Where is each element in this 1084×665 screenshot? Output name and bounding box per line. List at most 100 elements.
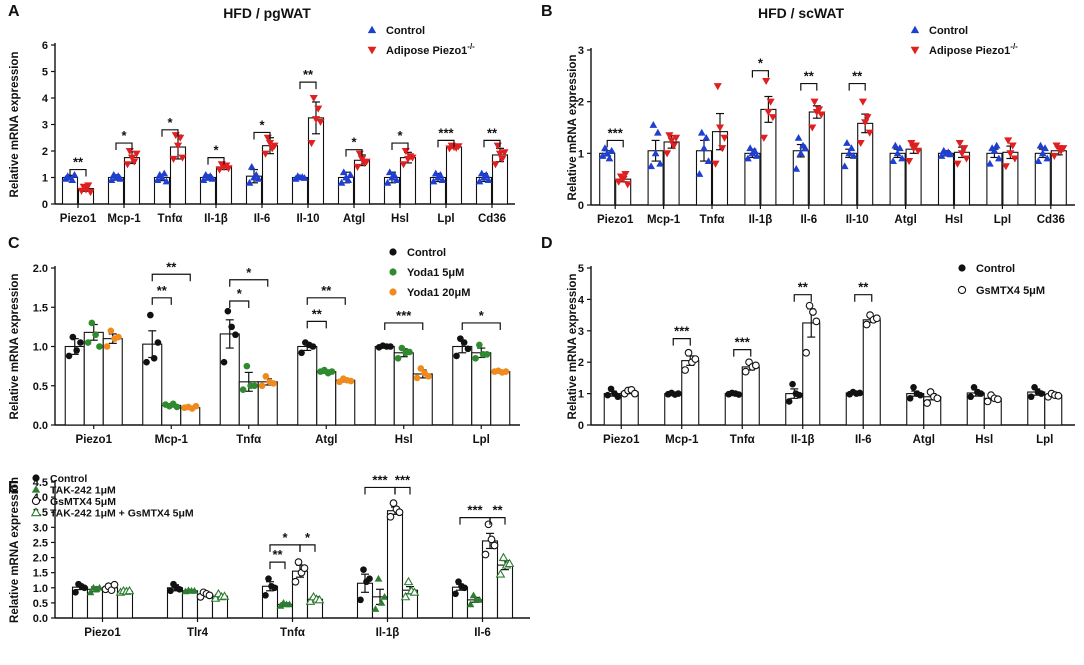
sig-bracket <box>253 131 271 140</box>
data-point <box>199 176 208 184</box>
y-tick-label: 3 <box>578 326 584 338</box>
bar <box>316 371 337 426</box>
panel-letter: B <box>541 3 553 20</box>
legend-marker <box>367 25 377 34</box>
sig-label: *** <box>372 472 388 487</box>
data-point <box>815 106 824 114</box>
data-point <box>167 587 174 595</box>
data-point <box>845 149 854 157</box>
bar <box>297 345 318 426</box>
x-tick-label: Hsl <box>395 434 413 446</box>
data-point <box>893 149 902 157</box>
y-tick-label: 4 <box>42 93 49 105</box>
sig-bracket <box>229 279 269 287</box>
bar <box>802 322 821 426</box>
legend-label: GsMTX4 5μM <box>50 496 116 508</box>
sig-bracket <box>391 142 409 151</box>
data-point <box>1004 137 1013 145</box>
x-tick-label: Tnfα <box>280 627 305 639</box>
data-point <box>300 564 309 572</box>
data-point <box>967 393 974 401</box>
data-point <box>962 155 971 163</box>
legend-superscript: -/- <box>467 42 475 51</box>
data-point <box>413 374 421 382</box>
data-point <box>805 301 814 310</box>
data-point <box>1036 141 1045 149</box>
bar <box>386 510 404 619</box>
sig-bracket <box>299 81 317 90</box>
data-point <box>386 512 395 521</box>
data-point <box>792 164 801 172</box>
sig-label: *** <box>674 324 690 339</box>
data-point <box>400 591 411 601</box>
data-point <box>173 403 181 411</box>
data-point <box>856 139 865 148</box>
data-point <box>265 140 275 148</box>
bar <box>862 319 881 426</box>
sig-bracket <box>800 82 818 91</box>
bar <box>741 366 760 426</box>
data-point <box>162 177 171 185</box>
sig-label: *** <box>395 472 411 487</box>
y-tick-label: 2 <box>42 146 48 158</box>
sig-label: * <box>213 143 219 158</box>
y-tick-label: 0.0 <box>33 420 48 432</box>
data-point <box>190 586 199 594</box>
x-tick-label: Cd36 <box>1037 214 1065 226</box>
sig-label: ** <box>858 280 869 295</box>
x-tick-label: Tnfα <box>158 213 183 225</box>
data-point <box>711 160 720 168</box>
panel-letter: A <box>8 3 20 20</box>
legend-marker <box>31 485 41 493</box>
sig-label: * <box>479 308 485 323</box>
sig-label: ** <box>312 306 323 321</box>
data-point <box>498 552 509 562</box>
data-point <box>387 343 394 350</box>
data-point <box>454 143 463 151</box>
y-tick-label: 1 <box>578 389 584 401</box>
data-point <box>77 339 84 346</box>
data-point <box>993 395 1002 404</box>
data-point <box>84 339 92 346</box>
data-point <box>865 129 874 137</box>
data-point <box>801 144 810 152</box>
data-point <box>482 170 491 178</box>
data-point <box>1054 391 1063 400</box>
x-tick-label: Il-1β <box>204 213 228 225</box>
data-point <box>261 150 270 158</box>
legend-marker <box>389 248 397 256</box>
y-tick-label: 1 <box>578 148 584 160</box>
sig-label: *** <box>438 125 454 140</box>
sig-bracket <box>306 320 327 329</box>
data-point <box>68 176 77 184</box>
x-tick-label: Piezo1 <box>84 627 121 639</box>
data-point <box>937 152 946 159</box>
x-tick-label: Atgl <box>343 213 365 225</box>
data-point <box>262 373 270 380</box>
data-point <box>72 588 79 596</box>
bar <box>445 146 463 205</box>
data-point <box>720 134 729 142</box>
sig-bracket <box>461 322 501 330</box>
x-tick-label: Mcp-1 <box>155 434 189 446</box>
bar <box>412 373 433 426</box>
data-point <box>484 176 493 184</box>
data-point <box>314 594 325 604</box>
x-tick-label: Atgl <box>315 434 337 446</box>
legend-label: Yoda1 20μM <box>407 287 470 299</box>
data-point <box>750 146 759 154</box>
data-point <box>598 152 607 159</box>
data-point <box>794 133 803 141</box>
data-point <box>398 344 406 352</box>
data-point <box>995 154 1003 162</box>
bar <box>1050 150 1067 206</box>
data-point <box>764 108 773 117</box>
y-tick-label: 2 <box>578 97 584 109</box>
data-point <box>607 385 615 393</box>
data-point <box>472 354 479 362</box>
data-point <box>847 144 856 152</box>
data-point <box>385 168 394 176</box>
data-point <box>796 391 803 399</box>
sig-bracket <box>161 129 179 137</box>
